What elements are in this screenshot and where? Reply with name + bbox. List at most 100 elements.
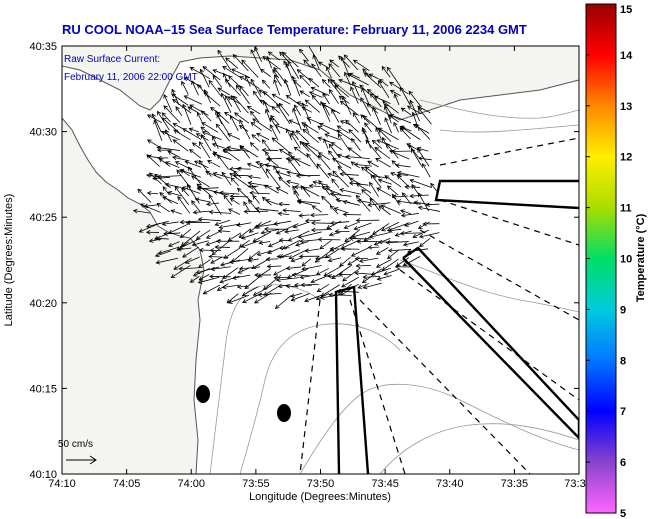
vector-arrow-head [340, 56, 345, 62]
vector-arrow-head [417, 224, 423, 229]
vector-arrow-head [391, 160, 397, 165]
vector-arrow-head [211, 135, 217, 141]
vector-arrow-head [198, 159, 204, 165]
vector-arrow-head [145, 223, 151, 229]
vector-arrow-head [354, 270, 359, 276]
vector-arrow-head [219, 279, 225, 284]
vector-arrow-head [247, 184, 253, 189]
vector-arrow-icon [292, 185, 300, 197]
vector-arrow-icon [275, 295, 292, 309]
vector-arrow-head [212, 74, 217, 80]
vector-arrow-icon [331, 109, 340, 123]
vector-arrow-icon [173, 139, 189, 152]
vector-arrow-head [303, 59, 308, 64]
vector-arrow-head [311, 220, 316, 226]
vector-arrow-head [208, 209, 214, 215]
vector-arrow-head [278, 176, 283, 182]
transect-boxes [334, 179, 579, 474]
vector-arrow-icon [417, 107, 432, 125]
vector-arrow-head [384, 117, 389, 122]
vector-arrow-icon [351, 138, 361, 151]
vector-arrow-icon [276, 171, 292, 177]
vector-arrow-icon [202, 131, 222, 141]
vector-arrow-head [188, 127, 194, 132]
vector-arrow-icon [426, 203, 440, 206]
vector-arrow-icon [401, 107, 412, 116]
vector-arrow-icon [273, 220, 292, 225]
vector-arrow-icon [245, 75, 251, 87]
vector-arrow-head [296, 101, 302, 106]
vector-arrow-icon [397, 200, 421, 205]
vector-arrow-icon [232, 54, 249, 72]
vector-arrow-head [227, 236, 233, 242]
vector-arrow-icon [155, 250, 171, 257]
vector-arrow-head [205, 234, 211, 239]
vector-arrow-head [210, 266, 216, 272]
vector-arrow-head [293, 282, 299, 288]
vector-arrow-icon [362, 268, 383, 283]
vector-arrow-head [234, 112, 239, 117]
vector-arrow-icon [226, 293, 239, 304]
vector-arrow-head [409, 99, 414, 105]
vector-arrow-head [186, 183, 192, 189]
vector-arrow-head [288, 119, 294, 124]
vector-arrow-head [261, 139, 267, 144]
vector-arrow-head [411, 184, 416, 189]
vector-arrow-icon [291, 130, 299, 140]
vector-arrow-icon [289, 119, 301, 126]
vector-arrow-head [225, 57, 230, 62]
vector-arrow-head [385, 142, 390, 148]
vector-arrow-icon [312, 95, 321, 106]
x-tick-label: 74:00 [177, 478, 205, 490]
vector-arrow-icon [340, 173, 359, 176]
vector-arrow-icon [332, 170, 350, 188]
vector-arrow-head [159, 191, 164, 197]
vector-arrow-icon [356, 195, 371, 212]
vector-arrow-icon [194, 160, 209, 169]
vector-arrow-icon [182, 128, 202, 140]
vector-arrow-head [212, 152, 217, 157]
vector-arrow-head [240, 243, 246, 249]
vector-arrow-head [417, 107, 423, 112]
vector-arrow-icon [327, 79, 342, 96]
vector-arrow-icon [158, 246, 179, 254]
vector-arrow-head [400, 212, 406, 218]
vector-arrow-icon [252, 231, 272, 242]
vector-arrow-head [317, 155, 323, 160]
vector-arrow-head [340, 246, 346, 252]
vector-arrow-head [348, 236, 354, 241]
vector-arrow-head [370, 271, 376, 276]
vector-arrow-icon [329, 294, 352, 296]
vector-arrow-head [254, 46, 259, 52]
vector-arrow-icon [310, 214, 329, 216]
vector-arrow-icon [321, 186, 342, 195]
vector-arrow-icon [305, 143, 319, 152]
vector-arrow-icon [260, 99, 272, 108]
vector-arrow-icon [271, 137, 289, 152]
vector-arrow-head [192, 210, 198, 215]
vector-arrow-head [285, 94, 291, 100]
vector-arrow-head [275, 187, 281, 192]
vector-arrow-head [328, 63, 333, 68]
vector-arrow-icon [290, 292, 303, 297]
vector-arrow-head [355, 218, 361, 223]
vector-arrow-icon [418, 206, 440, 212]
vector-arrow-icon [199, 160, 212, 177]
vector-arrow-head [291, 272, 297, 278]
vector-arrow-icon [292, 274, 311, 277]
vector-arrow-head [154, 252, 160, 258]
vector-arrow-head [327, 257, 333, 263]
vector-arrow-icon [279, 103, 290, 117]
vector-arrow-head [236, 222, 241, 227]
vector-arrow-icon [212, 136, 219, 150]
vector-arrow-head [274, 304, 280, 309]
vector-arrow-icon [239, 119, 251, 140]
vector-arrow-icon [234, 112, 250, 124]
vector-arrow-icon [279, 148, 292, 158]
vector-arrow-icon [191, 80, 199, 96]
vector-arrow-icon [237, 187, 253, 203]
legend-line-2: February 11, 2006 22:00 GMT [64, 72, 198, 83]
vector-arrow-head [328, 88, 334, 94]
vector-arrow-head [317, 125, 322, 130]
vector-arrow-head [299, 238, 305, 244]
